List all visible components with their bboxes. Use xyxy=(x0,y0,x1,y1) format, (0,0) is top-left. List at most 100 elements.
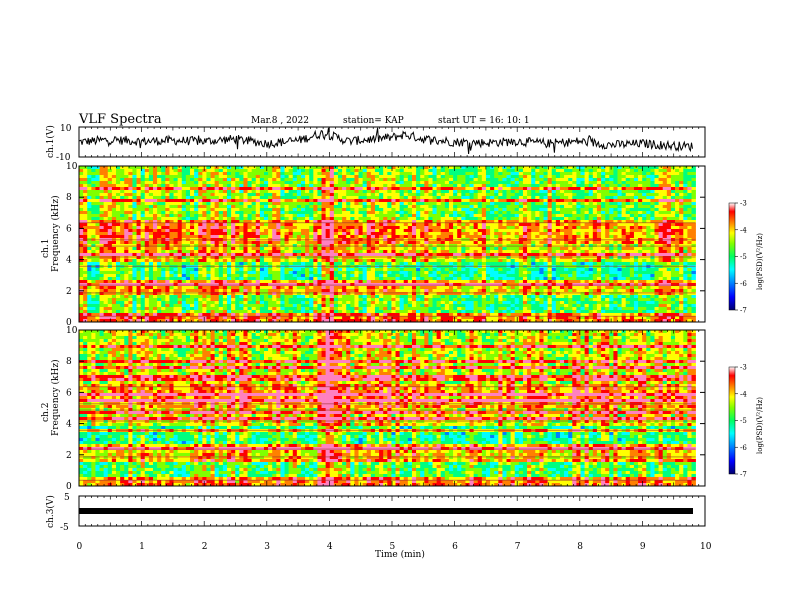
spectrogram-cell xyxy=(424,199,428,202)
spectrogram-cell xyxy=(132,205,136,208)
spectrogram-cell xyxy=(338,250,342,253)
spectrogram-cell xyxy=(568,169,572,172)
spectrogram-cell xyxy=(243,208,247,211)
spectrogram-cell xyxy=(346,205,350,208)
spectrogram-cell xyxy=(145,181,149,184)
spectrogram-cell xyxy=(605,247,609,250)
spectrogram-cell xyxy=(646,229,650,232)
spectrogram-cell xyxy=(519,229,523,232)
spectrogram-cell xyxy=(317,202,321,205)
spectrogram-cell xyxy=(108,211,112,214)
spectrogram-cell xyxy=(363,178,367,181)
spectrogram-cell xyxy=(276,256,280,259)
spectrogram-cell xyxy=(630,208,634,211)
spectrogram-cell xyxy=(568,253,572,256)
spectrogram-cell xyxy=(383,241,387,244)
spectrogram-cell xyxy=(474,253,478,256)
spectrogram-cell xyxy=(609,190,613,193)
spectrogram-cell xyxy=(576,259,580,262)
spectrogram-cell xyxy=(235,181,239,184)
spectrogram-cell xyxy=(457,202,461,205)
spectrogram-cell xyxy=(219,172,223,175)
spectrogram-cell xyxy=(618,181,622,184)
spectrogram-cell xyxy=(449,241,453,244)
spectrogram-cell xyxy=(379,169,383,172)
spectrogram-cell xyxy=(585,211,589,214)
spectrogram-cell xyxy=(383,190,387,193)
spectrogram-cell xyxy=(478,172,482,175)
spectrogram-cell xyxy=(552,172,556,175)
spectrogram-cell xyxy=(404,193,408,196)
spectrogram-cell xyxy=(576,229,580,232)
spectrogram-cell xyxy=(646,235,650,238)
spectrogram-cell xyxy=(597,175,601,178)
spectrogram-cell xyxy=(169,253,173,256)
spectrogram-cell xyxy=(461,184,465,187)
spectrogram-cell xyxy=(527,187,531,190)
spectrogram-cell xyxy=(206,241,210,244)
spectrogram-cell xyxy=(272,175,276,178)
spectrogram-cell xyxy=(227,202,231,205)
spectrogram-cell xyxy=(363,253,367,256)
spectrogram-cell xyxy=(235,211,239,214)
spectrogram-cell xyxy=(174,226,178,229)
spectrogram-cell xyxy=(206,169,210,172)
spectrogram-cell xyxy=(137,211,141,214)
spectrogram-cell xyxy=(297,235,301,238)
spectrogram-cell xyxy=(350,184,354,187)
spectrogram-cell xyxy=(589,187,593,190)
spectrogram-cell xyxy=(379,187,383,190)
spectrogram-cell xyxy=(465,202,469,205)
spectrogram-cell xyxy=(428,193,432,196)
spectrogram-cell xyxy=(272,205,276,208)
spectrogram-cell xyxy=(116,223,120,226)
spectrogram-cell xyxy=(441,253,445,256)
spectrogram-cell xyxy=(581,190,585,193)
spectrogram-cell xyxy=(268,193,272,196)
spectrogram-cell xyxy=(280,226,284,229)
spectrogram-cell xyxy=(285,217,289,220)
spectrogram-cell xyxy=(494,190,498,193)
spectrogram-cell xyxy=(589,196,593,199)
spectrogram-cell xyxy=(297,196,301,199)
spectrogram-cell xyxy=(256,172,260,175)
spectrogram-cell xyxy=(383,187,387,190)
spectrogram-cell xyxy=(112,172,116,175)
spectrogram-cell xyxy=(605,202,609,205)
spectrogram-cell xyxy=(486,250,490,253)
spectrogram-cell xyxy=(124,190,128,193)
spectrogram-cell xyxy=(223,259,227,262)
spectrogram-cell xyxy=(239,247,243,250)
spectrogram-cell xyxy=(437,214,441,217)
spectrogram-cell xyxy=(572,241,576,244)
spectrogram-cell xyxy=(243,226,247,229)
spectrogram-cell xyxy=(597,214,601,217)
spectrogram-cell xyxy=(593,172,597,175)
spectrogram-cell xyxy=(626,175,630,178)
spectrogram-cell xyxy=(400,172,404,175)
spectrogram-cell xyxy=(630,217,634,220)
spectrogram-cell xyxy=(116,232,120,235)
spectrogram-cell xyxy=(182,241,186,244)
spectrogram-cell xyxy=(420,208,424,211)
spectrogram-cell xyxy=(404,256,408,259)
spectrogram-cell xyxy=(215,193,219,196)
spectrogram-cell xyxy=(412,229,416,232)
spectrogram-cell xyxy=(465,217,469,220)
spectrogram-cell xyxy=(404,205,408,208)
spectrogram-cell xyxy=(391,211,395,214)
spectrogram-cell xyxy=(87,184,91,187)
spectrogram-cell xyxy=(100,241,104,244)
spectrogram-cell xyxy=(531,241,535,244)
spectrogram-cell xyxy=(297,223,301,226)
spectrogram-cell xyxy=(482,250,486,253)
spectrogram-cell xyxy=(346,187,350,190)
spectrogram-cell xyxy=(157,184,161,187)
spectrogram-cell xyxy=(375,187,379,190)
spectrogram-cell xyxy=(507,187,511,190)
spectrogram-cell xyxy=(498,199,502,202)
spectrogram-cell xyxy=(408,235,412,238)
spectrogram-cell xyxy=(100,184,104,187)
spectrogram-cell xyxy=(112,199,116,202)
spectrogram-cell xyxy=(572,181,576,184)
